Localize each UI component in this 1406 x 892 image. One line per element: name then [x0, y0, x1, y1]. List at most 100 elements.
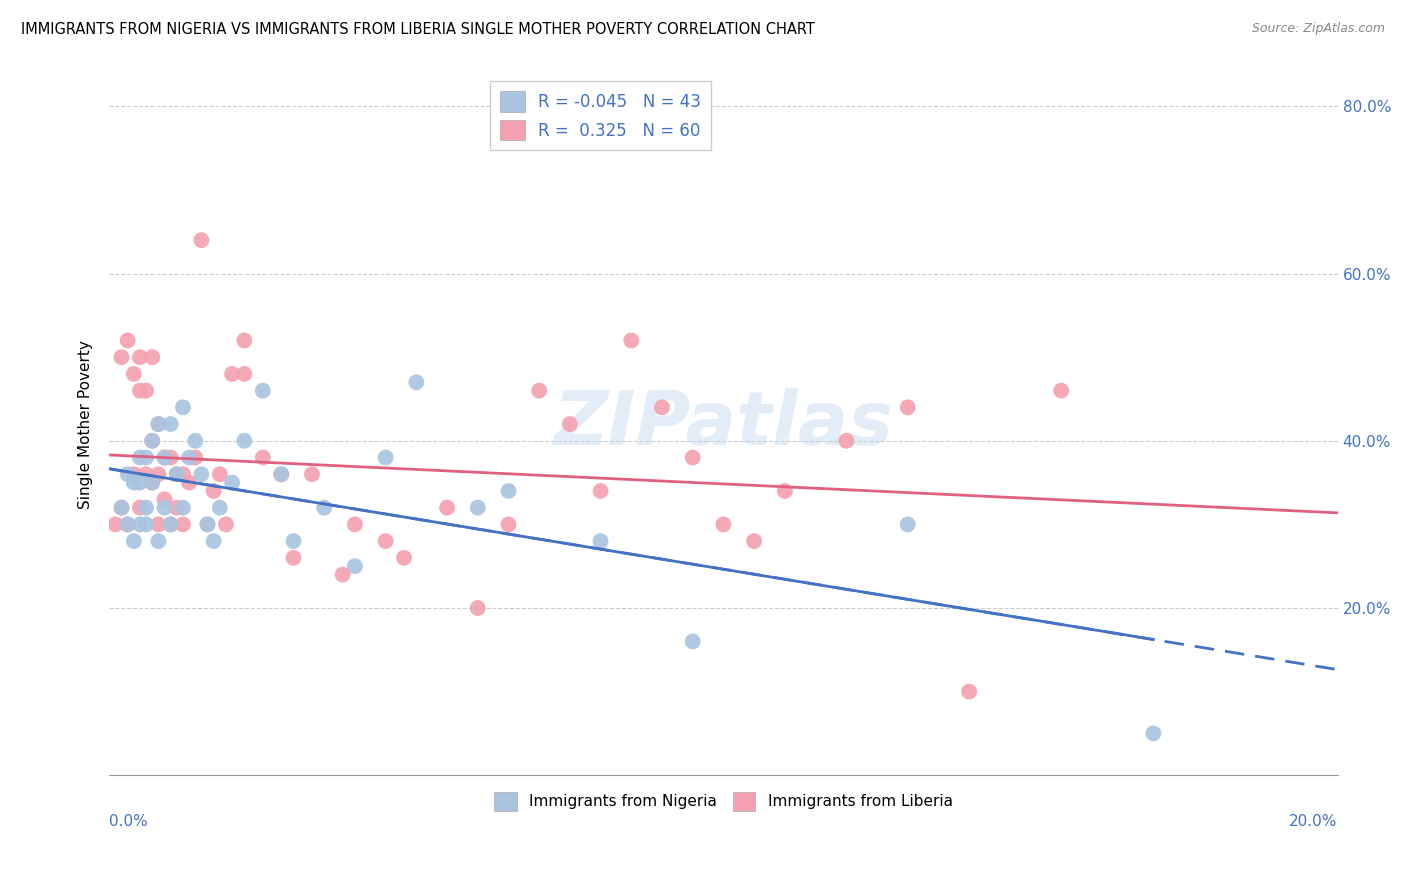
Point: [129, 475, 152, 490]
Point: [589, 534, 612, 549]
Point: [184, 434, 207, 448]
Point: [104, 517, 127, 532]
Point: [135, 517, 157, 532]
Point: [233, 367, 256, 381]
Point: [153, 450, 176, 465]
Point: [713, 517, 735, 532]
Text: 20.0%: 20.0%: [1289, 814, 1337, 829]
Point: [141, 434, 163, 448]
Point: [135, 467, 157, 482]
Point: [122, 367, 145, 381]
Point: [110, 350, 132, 364]
Point: [117, 334, 139, 348]
Point: [141, 475, 163, 490]
Point: [110, 500, 132, 515]
Point: [148, 467, 170, 482]
Point: [166, 467, 188, 482]
Point: [233, 334, 256, 348]
Point: [177, 450, 200, 465]
Point: [392, 550, 415, 565]
Point: [221, 475, 243, 490]
Point: [498, 483, 520, 498]
Point: [172, 517, 194, 532]
Point: [208, 500, 231, 515]
Point: [374, 450, 396, 465]
Point: [233, 434, 256, 448]
Y-axis label: Single Mother Poverty: Single Mother Poverty: [79, 340, 93, 508]
Point: [897, 401, 920, 415]
Point: [190, 467, 212, 482]
Point: [436, 500, 458, 515]
Point: [135, 384, 157, 398]
Point: [651, 401, 673, 415]
Point: [197, 517, 219, 532]
Point: [159, 417, 181, 431]
Point: [215, 517, 238, 532]
Point: [117, 467, 139, 482]
Point: [122, 475, 145, 490]
Point: [897, 517, 920, 532]
Point: [589, 483, 612, 498]
Point: [270, 467, 292, 482]
Point: [153, 500, 176, 515]
Point: [957, 684, 980, 698]
Point: [314, 500, 336, 515]
Point: [498, 517, 520, 532]
Point: [172, 467, 194, 482]
Point: [682, 634, 704, 648]
Point: [184, 450, 207, 465]
Point: [202, 534, 225, 549]
Point: [172, 401, 194, 415]
Point: [835, 434, 858, 448]
Point: [620, 334, 643, 348]
Point: [166, 467, 188, 482]
Point: [1050, 384, 1073, 398]
Point: [197, 517, 219, 532]
Point: [129, 450, 152, 465]
Point: [405, 376, 427, 390]
Point: [153, 492, 176, 507]
Point: [467, 601, 489, 615]
Point: [332, 567, 354, 582]
Text: Source: ZipAtlas.com: Source: ZipAtlas.com: [1251, 22, 1385, 36]
Point: [122, 534, 145, 549]
Point: [252, 384, 274, 398]
Point: [343, 517, 366, 532]
Point: [135, 500, 157, 515]
Point: [208, 467, 231, 482]
Point: [742, 534, 765, 549]
Point: [527, 384, 550, 398]
Point: [129, 500, 152, 515]
Point: [117, 517, 139, 532]
Point: [1142, 726, 1164, 740]
Point: [148, 517, 170, 532]
Point: [558, 417, 581, 431]
Point: [283, 550, 305, 565]
Point: [122, 467, 145, 482]
Legend: Immigrants from Nigeria, Immigrants from Liberia: Immigrants from Nigeria, Immigrants from…: [488, 786, 959, 817]
Point: [190, 233, 212, 247]
Point: [110, 500, 132, 515]
Point: [141, 475, 163, 490]
Point: [270, 467, 292, 482]
Point: [202, 483, 225, 498]
Point: [252, 450, 274, 465]
Point: [129, 350, 152, 364]
Point: [221, 367, 243, 381]
Point: [773, 483, 796, 498]
Point: [135, 450, 157, 465]
Text: ZIPatlas: ZIPatlas: [554, 387, 893, 460]
Point: [153, 450, 176, 465]
Point: [467, 500, 489, 515]
Point: [141, 434, 163, 448]
Point: [148, 417, 170, 431]
Point: [374, 534, 396, 549]
Point: [682, 450, 704, 465]
Point: [159, 450, 181, 465]
Point: [159, 517, 181, 532]
Point: [283, 534, 305, 549]
Point: [148, 534, 170, 549]
Point: [129, 517, 152, 532]
Point: [159, 517, 181, 532]
Text: 0.0%: 0.0%: [110, 814, 148, 829]
